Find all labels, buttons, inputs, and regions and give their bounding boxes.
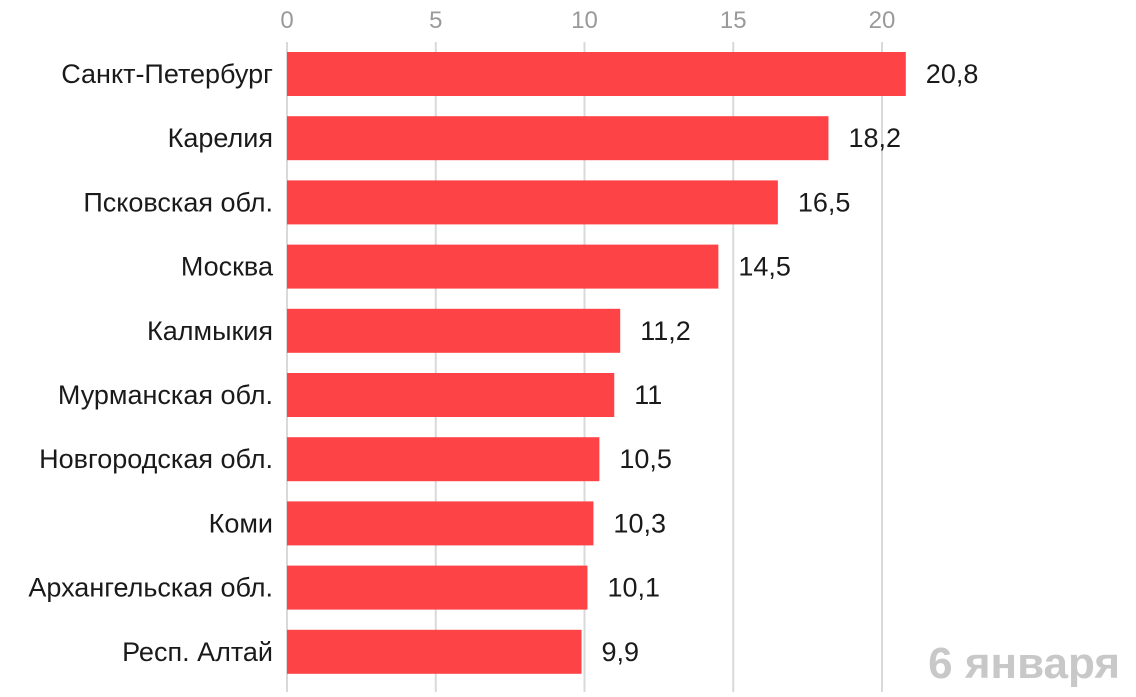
category-labels: Санкт-Петербург Карелия Псковская обл. Моск… [28, 59, 274, 667]
bar [287, 501, 594, 546]
bar [287, 565, 588, 610]
data-label: 11,2 [640, 316, 691, 346]
bar [287, 116, 829, 161]
category-label: Респ. Алтай [122, 637, 273, 667]
category-label: Калмыкия [147, 316, 273, 346]
category-label: Псковская обл. [83, 187, 273, 217]
x-tick-label: 5 [429, 7, 442, 34]
data-label: 10,3 [613, 508, 666, 538]
data-label: 18,2 [848, 123, 901, 153]
x-tick-label: 0 [280, 7, 293, 34]
data-label: 10,1 [607, 573, 660, 603]
bar [287, 52, 906, 96]
data-label: 16,5 [798, 187, 851, 217]
category-label: Новгородская обл. [39, 444, 273, 474]
x-tick-label: 10 [571, 7, 598, 34]
category-label: Мурманская обл. [58, 380, 273, 410]
category-label: Коми [209, 508, 273, 538]
bar [287, 308, 621, 353]
value-labels: 20,8 18,2 16,5 14,5 11,2 11 10,5 10,3 10,1 9,9 [602, 59, 979, 667]
data-label: 9,9 [602, 637, 640, 667]
category-label: Архангельская обл. [28, 573, 273, 603]
bar [287, 244, 719, 289]
category-label: Москва [181, 252, 274, 282]
data-label: 11 [634, 380, 662, 410]
category-label: Санкт-Петербург [61, 59, 273, 89]
data-label: 10,5 [619, 444, 672, 474]
data-label: 20,8 [926, 59, 979, 89]
x-tick-label: 15 [720, 7, 747, 34]
bar [287, 437, 600, 482]
bar [287, 373, 615, 417]
bar [287, 629, 582, 674]
data-label: 14,5 [738, 252, 791, 282]
date-annotation: 6 января [928, 639, 1120, 688]
x-axis-ticks: 0 5 10 15 20 [280, 7, 895, 34]
bars [287, 52, 906, 674]
bar [287, 180, 778, 225]
category-label: Карелия [168, 123, 273, 153]
x-tick-label: 20 [869, 7, 896, 34]
